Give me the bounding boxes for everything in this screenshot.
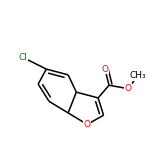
Text: O: O	[84, 120, 91, 129]
Text: Cl: Cl	[19, 53, 28, 62]
Text: O: O	[101, 65, 108, 74]
Text: O: O	[125, 84, 132, 93]
Text: CH₃: CH₃	[129, 71, 146, 81]
